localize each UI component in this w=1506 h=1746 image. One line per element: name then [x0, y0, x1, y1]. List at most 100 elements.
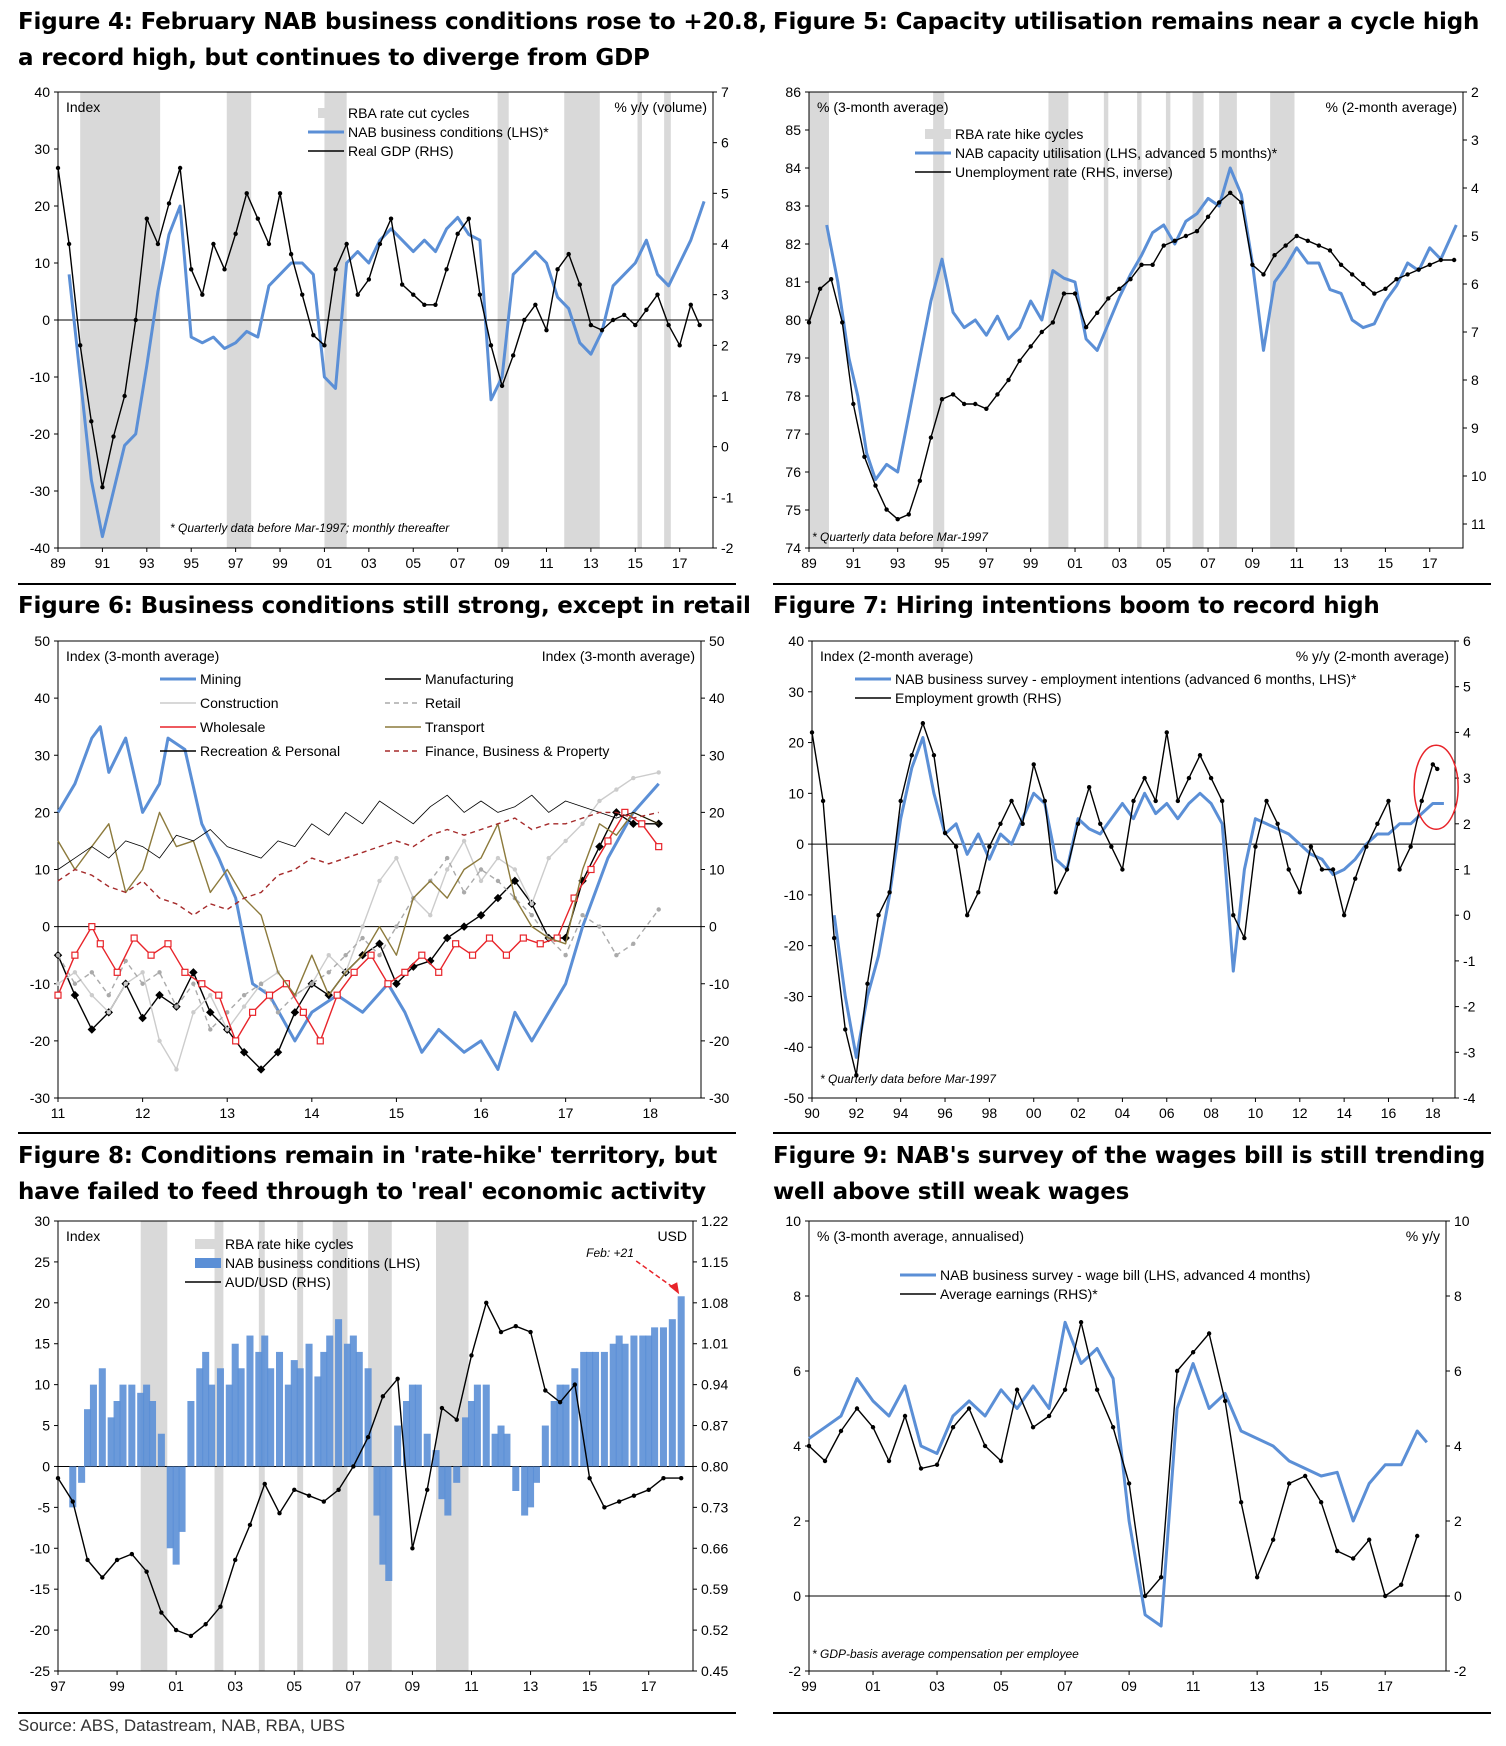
fig5-series-marker	[1451, 257, 1457, 263]
fig6-series-marker	[546, 935, 551, 941]
fig8-bar	[216, 1368, 224, 1467]
fig6-right-tick-label: -20	[709, 1033, 729, 1049]
fig8-shade-band	[140, 1221, 168, 1671]
fig9-legend-label: Average earnings (RHS)*	[940, 1286, 1098, 1302]
fig8-bar	[225, 1384, 233, 1467]
fig4-series-marker	[355, 292, 360, 297]
fig4-series-marker	[633, 322, 638, 328]
fig6-series-marker	[54, 991, 62, 999]
fig6-series-marker	[485, 934, 494, 942]
fig5-series-marker	[1050, 320, 1056, 325]
fig7-left-axis-label: Index (2-month average)	[820, 648, 973, 664]
fig6-left-tick-label: 50	[34, 633, 50, 649]
fig7-series-marker	[1131, 798, 1136, 804]
fig6-series-marker	[258, 981, 264, 986]
fig4-left-tick-label: -30	[30, 483, 50, 499]
fig6-series-marker	[360, 935, 365, 941]
fig6-series-marker	[106, 1010, 111, 1015]
fig9-series-marker	[886, 1458, 892, 1464]
fig6-legend-label: Manufacturing	[425, 671, 514, 687]
fig5-right-tick-label: 4	[1471, 180, 1479, 196]
fig4-right-tick-label: 4	[721, 236, 729, 252]
fig6-series-marker	[350, 968, 358, 976]
fig8-bar	[255, 1351, 263, 1467]
fig4-series-marker	[488, 343, 494, 348]
fig6-series-marker	[546, 855, 551, 861]
fig9-series-marker	[822, 1458, 828, 1464]
fig8-series-marker	[336, 1487, 341, 1493]
fig9-left-tick-label: 2	[793, 1513, 801, 1529]
fig6-left-tick-label: -20	[30, 1033, 50, 1049]
fig5-shade-band	[933, 92, 945, 548]
fig7-series-marker	[809, 730, 815, 735]
fig4-footnote: * Quarterly data before Mar-1997; monthl…	[170, 521, 450, 535]
fig5-series-marker	[817, 286, 823, 291]
fig8-left-tick-label: -15	[30, 1581, 50, 1597]
fig6-series-marker	[256, 1065, 266, 1074]
fig9-legend-label: NAB business survey - wage bill (LHS, ad…	[940, 1267, 1310, 1283]
fig8-right-axis-label: USD	[657, 1228, 687, 1244]
fig7-left-tick-label: 30	[788, 684, 804, 700]
fig7-right-tick-label: 1	[1463, 862, 1471, 878]
fig7-right-tick-label: -2	[1463, 999, 1476, 1015]
fig6-left-tick-label: -30	[30, 1090, 50, 1106]
fig4-series-marker	[688, 302, 693, 307]
fig4-shade-band	[497, 92, 509, 548]
fig6-series-marker	[394, 924, 399, 929]
fig5-series-marker	[906, 512, 911, 517]
fig6-series-marker	[428, 878, 433, 884]
fig8-series-marker	[498, 1329, 504, 1335]
fig4-series-marker	[697, 322, 702, 328]
fig5-right-tick-label: 8	[1471, 372, 1479, 388]
fig6-series-marker	[299, 1008, 307, 1016]
fig8-bar	[527, 1466, 535, 1508]
fig6-left-axis-label: Index (3-month average)	[66, 648, 219, 664]
fig5-shade-band	[1219, 92, 1237, 548]
fig7-series-marker	[1142, 775, 1147, 781]
fig4-series-marker	[78, 343, 83, 348]
fig5-legend-label: NAB capacity utilisation (LHS, advanced …	[955, 145, 1278, 161]
fig6-legend-label: Finance, Business & Property	[425, 743, 609, 759]
fig9-x-tick-label: 05	[993, 1678, 1009, 1694]
fig4-series-marker	[211, 241, 216, 247]
fig8-left-tick-label: 5	[42, 1418, 50, 1434]
fig6-title: Figure 6: Business conditions still stro…	[18, 593, 751, 619]
fig9-series-marker	[1222, 1398, 1228, 1404]
fig6-series-marker	[444, 867, 450, 872]
fig5-series-marker	[1327, 248, 1333, 253]
fig7-series-marker	[1164, 730, 1169, 735]
fig5-series-marker	[862, 454, 867, 459]
fig7-plot-frame	[811, 640, 1456, 1099]
fig6-series-marker	[495, 878, 501, 884]
fig6-series-marker	[621, 808, 629, 816]
fig6-series-marker	[215, 991, 223, 999]
fig6-series-marker	[377, 878, 382, 884]
fig8-bar	[267, 1368, 275, 1467]
fig7-left-tick-label: 40	[788, 633, 804, 649]
fig8-legend-label: AUD/USD (RHS)	[225, 1274, 331, 1290]
fig6-series-marker	[241, 1004, 247, 1009]
fig4-right-tick-label: -2	[721, 540, 734, 556]
fig5-series-marker	[1405, 272, 1410, 277]
fig7-left-tick-label: -50	[784, 1090, 804, 1106]
fig7-x-tick-label: 00	[1026, 1105, 1042, 1121]
fig8-left-tick-label: -5	[38, 1499, 51, 1515]
fig4-left-tick-label: 40	[34, 84, 50, 100]
fig9-series-marker	[982, 1443, 988, 1449]
fig4-legend-label: Real GDP (RHS)	[348, 143, 454, 159]
fig9-series-marker	[1398, 1582, 1404, 1587]
fig7-left-tick-label: 20	[788, 735, 804, 751]
fig6-series-marker	[88, 923, 96, 931]
fig8-series-marker	[262, 1481, 267, 1487]
fig8-bar	[473, 1384, 481, 1467]
fig8-series-marker	[678, 1475, 684, 1481]
fig9-right-tick-label: 0	[1454, 1588, 1462, 1604]
fig7-right-tick-label: -3	[1463, 1044, 1476, 1060]
fig6-series-marker	[394, 855, 399, 861]
fig5-footnote: * Quarterly data before Mar-1997	[812, 530, 989, 544]
fig8-right-tick-label: 0.52	[701, 1622, 728, 1638]
fig9-series-marker	[854, 1406, 860, 1411]
fig7-series-marker	[1219, 798, 1225, 804]
fig8-bar	[571, 1368, 579, 1467]
